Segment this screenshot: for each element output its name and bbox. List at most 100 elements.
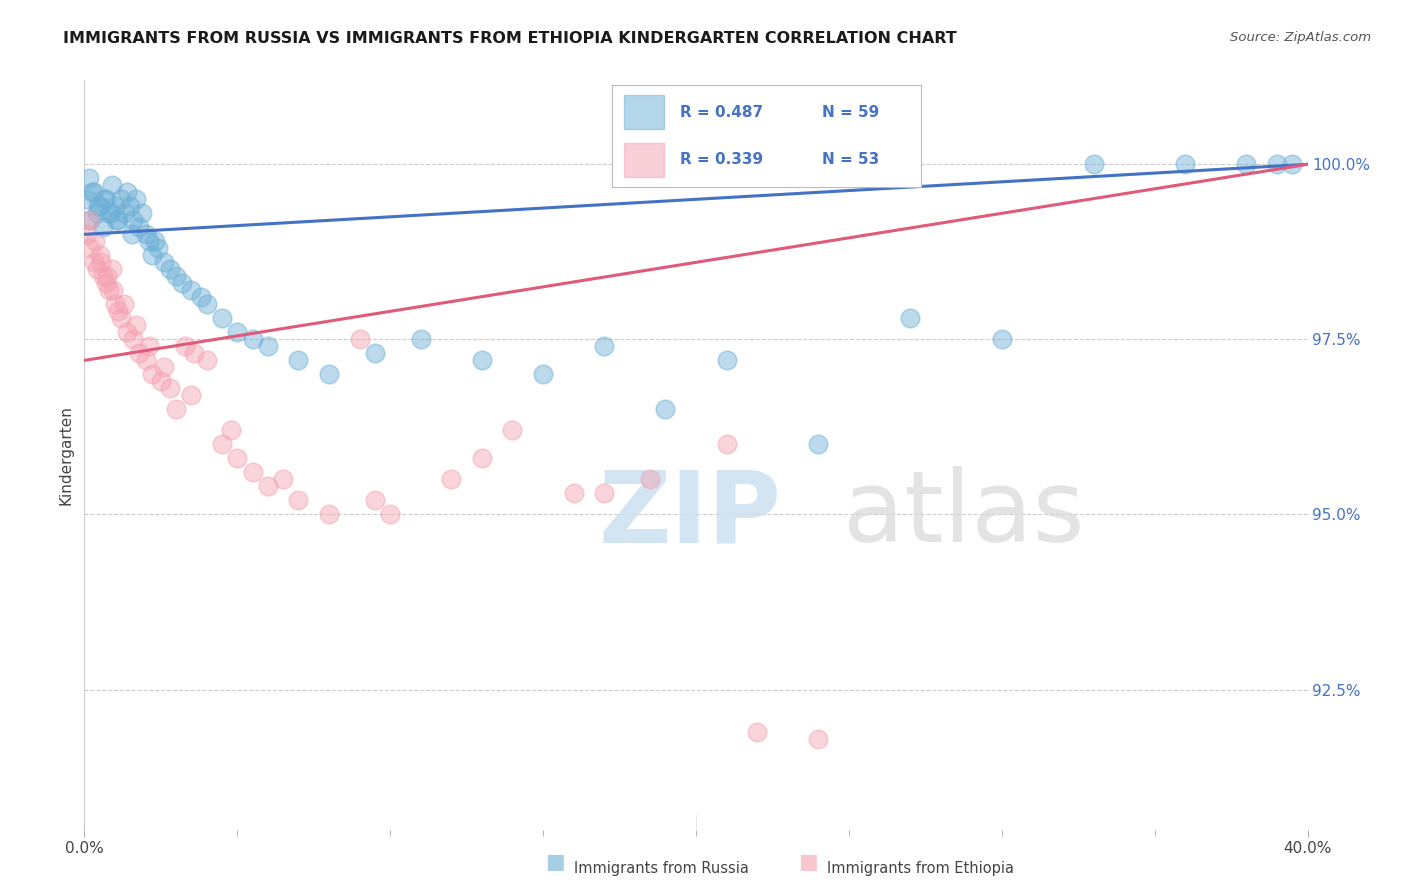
Point [180, 284, 202, 298]
Point [242, 466, 264, 480]
Point [91, 269, 114, 284]
Point [409, 332, 432, 346]
FancyBboxPatch shape [624, 144, 664, 177]
Point [149, 375, 172, 389]
Point [242, 332, 264, 346]
Point [125, 192, 148, 206]
Point [364, 493, 387, 508]
FancyBboxPatch shape [624, 95, 664, 128]
Point [120, 199, 142, 213]
Point [76, 192, 98, 206]
Point [807, 437, 830, 451]
Point [91, 220, 114, 235]
Point [991, 332, 1014, 346]
Point [77, 171, 100, 186]
Text: Immigrants from Ethiopia: Immigrants from Ethiopia [827, 861, 1014, 876]
Point [593, 339, 616, 353]
Point [654, 402, 676, 417]
Text: R = 0.339: R = 0.339 [679, 153, 763, 167]
Point [183, 346, 205, 360]
Point [364, 346, 387, 360]
Point [257, 479, 280, 493]
Point [257, 339, 280, 353]
Point [89, 248, 111, 262]
Point [107, 213, 129, 227]
Point [318, 368, 340, 382]
Point [101, 178, 124, 193]
Point [174, 339, 197, 353]
Point [271, 472, 294, 486]
Point [83, 255, 105, 269]
Point [138, 235, 160, 249]
Point [349, 332, 371, 346]
Point [716, 437, 738, 451]
Point [77, 213, 100, 227]
Point [112, 297, 135, 311]
Point [153, 255, 176, 269]
Point [165, 269, 187, 284]
Point [141, 248, 163, 262]
Point [110, 311, 132, 326]
Point [94, 192, 117, 206]
Point [141, 368, 163, 382]
Point [287, 353, 309, 368]
Point [97, 206, 120, 220]
Point [83, 186, 105, 200]
Text: N = 59: N = 59 [823, 105, 879, 120]
Point [107, 304, 129, 318]
Text: ZIP: ZIP [598, 467, 780, 564]
Point [86, 262, 108, 277]
Point [105, 213, 128, 227]
Point [104, 199, 127, 213]
Point [122, 332, 145, 346]
Point [87, 199, 110, 213]
Point [440, 472, 463, 486]
Point [593, 486, 616, 500]
Point [112, 206, 135, 220]
Text: atlas: atlas [842, 467, 1084, 564]
Point [190, 290, 212, 304]
Point [502, 424, 524, 438]
Text: Source: ZipAtlas.com: Source: ZipAtlas.com [1230, 31, 1371, 45]
Point [159, 381, 181, 395]
Point [80, 186, 103, 200]
Point [110, 192, 132, 206]
Point [159, 262, 181, 277]
Point [165, 402, 187, 417]
Point [121, 227, 143, 242]
Point [143, 235, 166, 249]
Point [131, 206, 153, 220]
Point [380, 508, 402, 522]
Point [86, 206, 108, 220]
Text: Immigrants from Russia: Immigrants from Russia [574, 861, 748, 876]
Point [318, 508, 340, 522]
Point [135, 353, 157, 368]
Point [97, 284, 120, 298]
Text: ■: ■ [799, 853, 818, 872]
Point [195, 297, 218, 311]
Point [471, 353, 494, 368]
Point [1236, 157, 1258, 171]
Y-axis label: Kindergarten: Kindergarten [58, 405, 73, 505]
Point [125, 318, 148, 333]
Point [1281, 157, 1303, 171]
Point [172, 277, 194, 291]
Point [122, 213, 145, 227]
Point [96, 269, 118, 284]
Point [138, 339, 160, 353]
Point [195, 353, 218, 368]
Point [128, 220, 150, 235]
Point [531, 368, 554, 382]
Point [638, 472, 661, 486]
Point [471, 451, 494, 466]
Point [153, 360, 176, 375]
Point [180, 388, 202, 402]
Point [146, 241, 169, 255]
Point [1265, 157, 1288, 171]
Point [115, 186, 138, 200]
Point [103, 284, 125, 298]
Point [101, 262, 124, 277]
Point [94, 277, 117, 291]
Point [90, 255, 112, 269]
Point [79, 213, 101, 227]
